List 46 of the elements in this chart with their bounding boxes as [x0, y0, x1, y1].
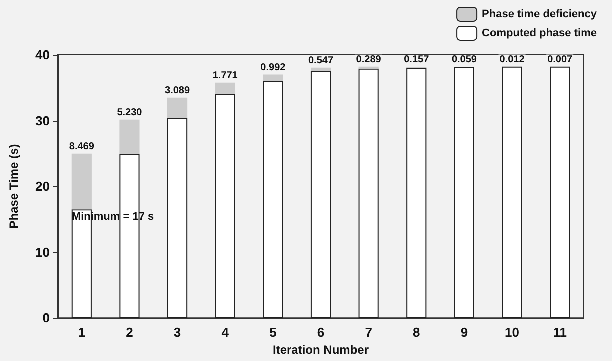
bar [215, 82, 236, 94]
data-label: 5.230 [117, 107, 143, 118]
bar [120, 120, 140, 154]
y-tick-label: 10 [36, 244, 50, 260]
x-tick-label: 9 [460, 325, 468, 340]
bar [263, 74, 284, 82]
x-tick-label: 5 [270, 325, 277, 340]
x-tick-label: 8 [413, 325, 420, 340]
data-label: 0.007 [548, 54, 574, 66]
x-tick-label: 1 [78, 325, 86, 340]
y-tick-label: 40 [36, 48, 50, 62]
x-axis-title: Iteration Number [272, 343, 370, 357]
data-label: 0.157 [404, 54, 430, 66]
x-tick-label: 3 [174, 325, 182, 340]
y-tick-label: 0 [42, 310, 50, 326]
bar [215, 94, 236, 318]
data-label: 8.469 [69, 141, 95, 152]
y-tick-label: 20 [36, 179, 50, 194]
bar [168, 118, 188, 318]
bar [263, 81, 284, 318]
x-tick-label: 10 [505, 325, 520, 340]
x-tick-label: 4 [222, 325, 230, 340]
data-label: 0.547 [308, 55, 334, 66]
bar [406, 68, 427, 318]
legend-label: Computed phase time [482, 28, 597, 40]
bar [310, 71, 332, 318]
bar [550, 66, 570, 318]
bar [502, 66, 522, 318]
x-tick-label: 11 [553, 325, 567, 340]
bar [168, 98, 188, 118]
x-tick-label: 7 [365, 325, 372, 340]
data-label: 0.992 [260, 62, 286, 74]
bar [72, 154, 92, 210]
x-tick-label: 2 [126, 325, 134, 340]
data-label: 0.059 [452, 54, 478, 66]
y-tick-label: 30 [36, 113, 50, 128]
data-label: 1.771 [212, 70, 238, 82]
x-tick-label: 6 [317, 325, 325, 340]
data-label: 3.089 [165, 85, 190, 96]
bar [310, 68, 332, 72]
data-label: 0.012 [500, 54, 526, 66]
bar [454, 67, 474, 318]
legend-label: Phase time deficiency [482, 8, 598, 20]
y-axis-title: Phase Time (s) [7, 144, 21, 229]
data-label: 0.289 [356, 54, 382, 66]
bar [358, 68, 379, 318]
